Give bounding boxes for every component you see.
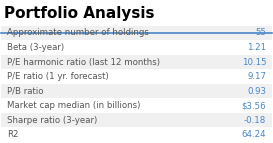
Text: 0.93: 0.93 [247, 87, 266, 96]
FancyBboxPatch shape [1, 113, 272, 128]
Text: 64.24: 64.24 [242, 130, 266, 139]
Text: 10.15: 10.15 [242, 57, 266, 66]
FancyBboxPatch shape [1, 128, 272, 142]
Text: P/B ratio: P/B ratio [7, 87, 43, 96]
Text: Approximate number of holdings: Approximate number of holdings [7, 28, 149, 37]
Text: Beta (3-year): Beta (3-year) [7, 43, 64, 52]
Text: P/E harmonic ratio (last 12 months): P/E harmonic ratio (last 12 months) [7, 57, 160, 66]
Text: Portfolio Analysis: Portfolio Analysis [4, 6, 155, 21]
FancyBboxPatch shape [1, 40, 272, 55]
FancyBboxPatch shape [1, 26, 272, 40]
Text: 9.17: 9.17 [247, 72, 266, 81]
Text: 1.21: 1.21 [247, 43, 266, 52]
Text: Market cap median (in billions): Market cap median (in billions) [7, 101, 140, 110]
FancyBboxPatch shape [1, 98, 272, 113]
Text: 55: 55 [255, 28, 266, 37]
Text: $3.56: $3.56 [242, 101, 266, 110]
FancyBboxPatch shape [1, 69, 272, 84]
Text: -0.18: -0.18 [244, 116, 266, 125]
Text: Sharpe ratio (3-year): Sharpe ratio (3-year) [7, 116, 97, 125]
Text: R2: R2 [7, 130, 18, 139]
Text: P/E ratio (1 yr. forecast): P/E ratio (1 yr. forecast) [7, 72, 109, 81]
FancyBboxPatch shape [1, 55, 272, 69]
FancyBboxPatch shape [1, 84, 272, 98]
